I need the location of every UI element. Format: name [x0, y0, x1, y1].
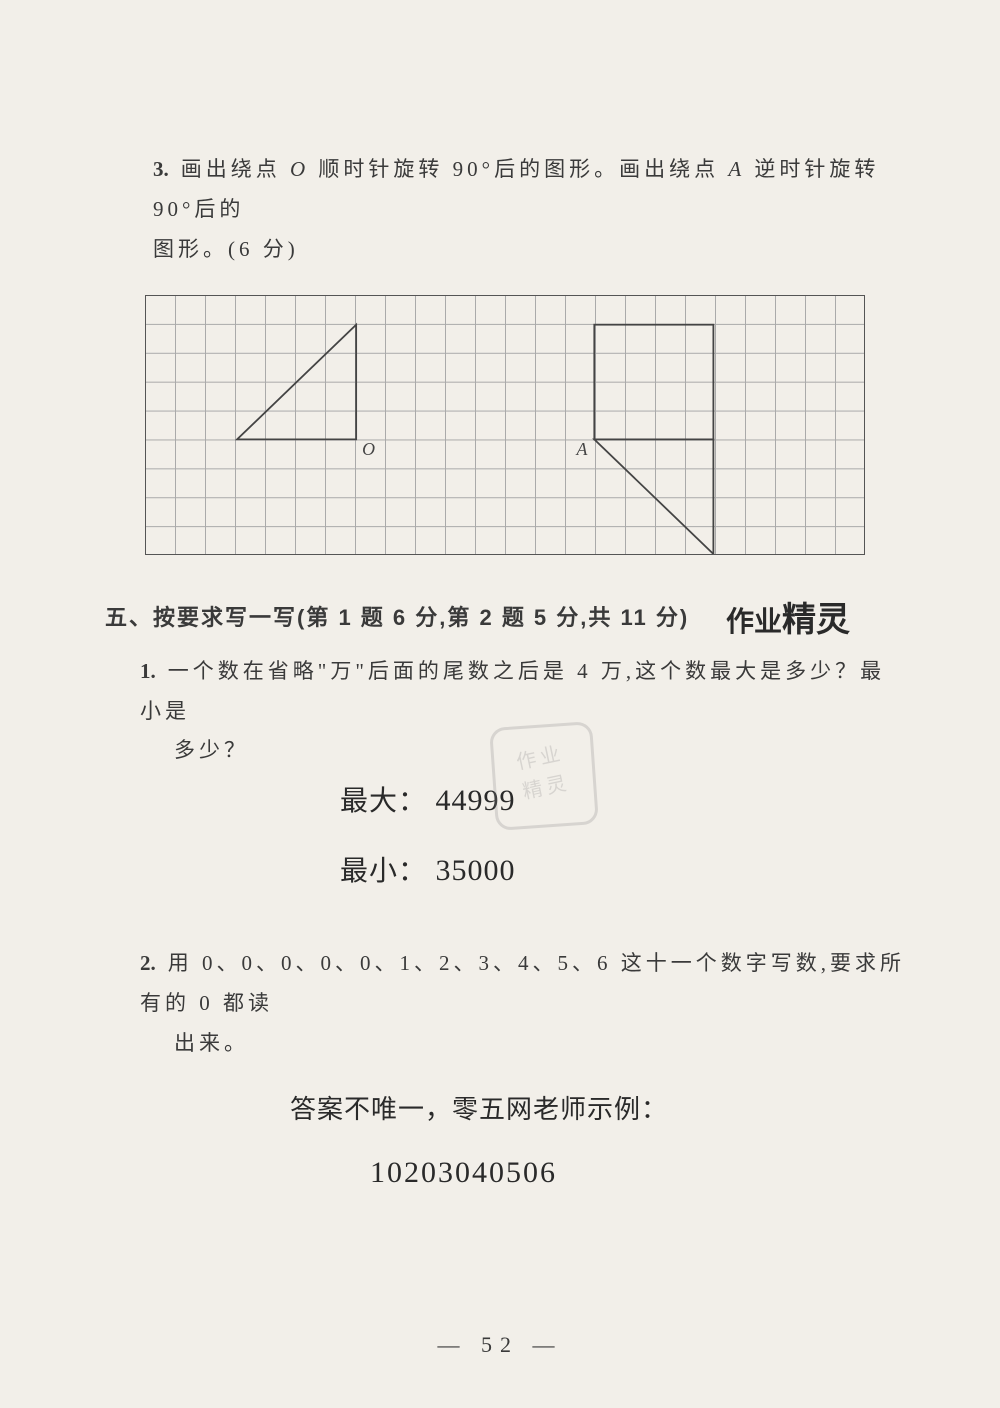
q3-number: 3.: [153, 157, 169, 181]
page-content: 3. 画出绕点 O 顺时针旋转 90°后的图形。画出绕点 A 逆时针旋转 90°…: [0, 0, 1000, 1250]
triangle-O: [237, 324, 356, 439]
q3-text-line1: 画出绕点 O 顺时针旋转 90°后的图形。画出绕点 A 逆时针旋转 90°后的: [153, 157, 879, 221]
q5-2-answer-note: 答案不唯一，零五网老师示例：: [290, 1089, 910, 1126]
q5-1-text-line1: 一个数在省略"万"后面的尾数之后是 4 万,这个数最大是多少？最小是: [140, 659, 885, 723]
rotation-grid: O A: [145, 295, 865, 555]
svg-text:作业: 作业: [514, 742, 566, 774]
question-3: 3. 画出绕点 O 顺时针旋转 90°后的图形。画出绕点 A 逆时针旋转 90°…: [105, 150, 910, 555]
q5-1-text-line2: 多少？ 作业 精灵: [174, 731, 910, 771]
triangle-lower-right: [594, 439, 713, 554]
svg-text:精灵: 精灵: [521, 771, 573, 803]
section-5-header-row: 五、按要求写一写(第 1 题 6 分,第 2 题 5 分,共 11 分) 作业精…: [105, 600, 910, 632]
q5-1-min-label: 最小：: [340, 856, 427, 887]
q5-2-answer-value: 10203040506: [370, 1156, 910, 1190]
label-A: A: [575, 438, 587, 458]
watermark-logo: 作业精灵: [726, 592, 850, 641]
q5-2-text-line2: 出来。: [174, 1024, 910, 1064]
watermark-text-1: 作业: [726, 607, 782, 638]
grid-svg: O A: [146, 296, 864, 554]
watermark-stamp-icon: 作业 精灵: [473, 705, 615, 847]
q3-text-line2: 图形。(6 分): [153, 230, 910, 270]
question-5-2: 2. 用 0、0、0、0、0、1、2、3、4、5、6 这十一个数字写数,要求所有…: [140, 944, 910, 1190]
question-5-1: 1. 一个数在省略"万"后面的尾数之后是 4 万,这个数最大是多少？最小是 多少…: [140, 652, 910, 890]
q5-1-min-value: 35000: [436, 854, 516, 887]
q5-2-text-line1: 用 0、0、0、0、0、1、2、3、4、5、6 这十一个数字写数,要求所有的 0…: [140, 951, 905, 1015]
label-O: O: [362, 438, 375, 458]
q5-1-line2-text: 多少？: [174, 738, 249, 762]
q5-1-answer-max: 最大： 44999: [340, 779, 910, 819]
q5-1-max-label: 最大：: [340, 786, 427, 817]
page-number: — 52 —: [0, 1332, 1000, 1358]
q3-prompt: 3. 画出绕点 O 顺时针旋转 90°后的图形。画出绕点 A 逆时针旋转 90°…: [153, 150, 910, 230]
watermark-text-2: 精灵: [782, 601, 850, 639]
q5-2-number: 2.: [140, 951, 156, 975]
q5-1-answer-min: 最小： 35000: [340, 849, 910, 889]
q5-1-number: 1.: [140, 659, 156, 683]
